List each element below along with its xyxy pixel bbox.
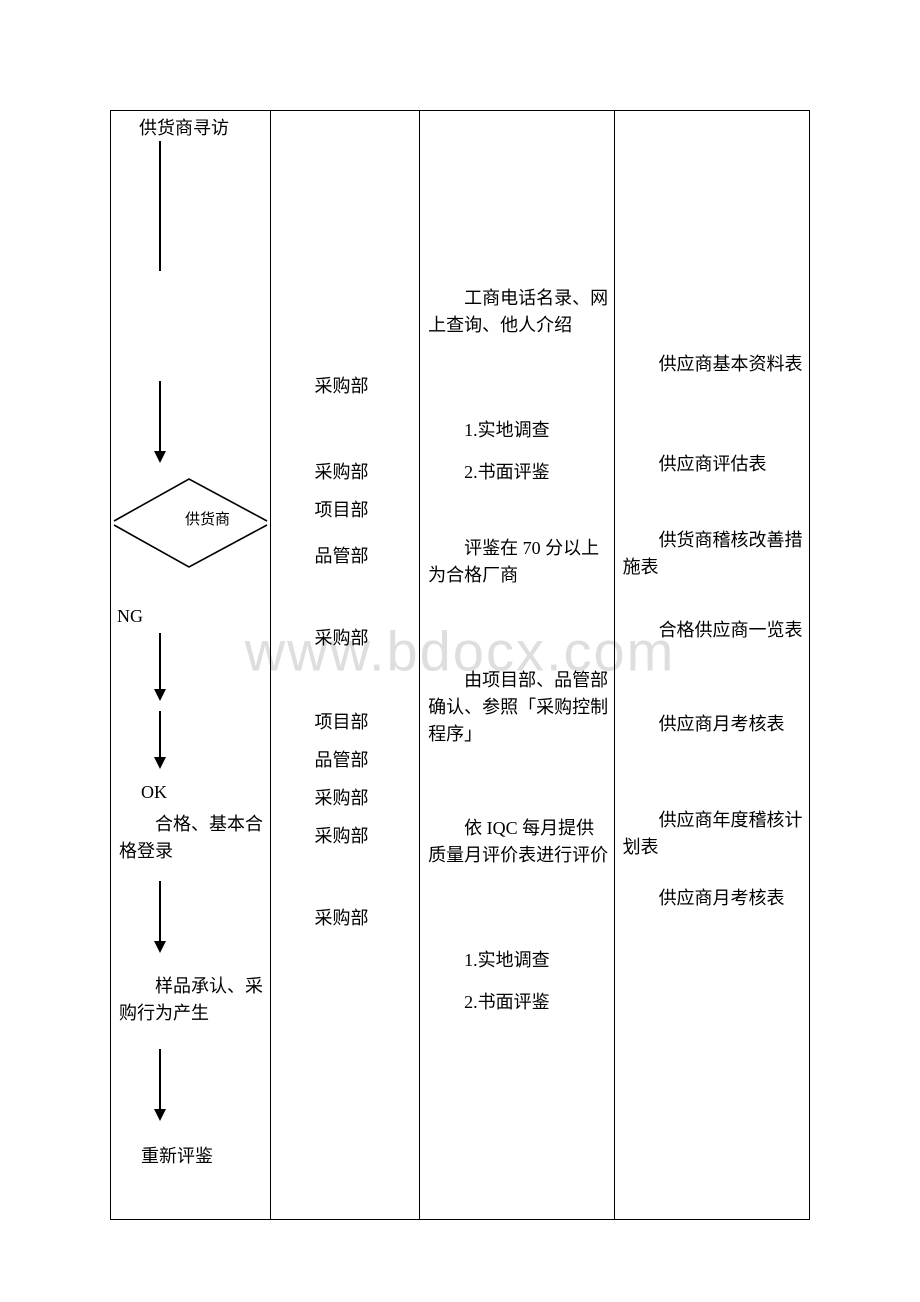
dept-2: 采购部 [279, 459, 369, 486]
form-2: 供应商评估表 [623, 451, 803, 478]
dept-7: 品管部 [279, 747, 369, 774]
diagram-table: 供货商寻访 供货商 NG OK 合格、基本合格登录 样品承认、采购行为产生 重 [110, 110, 810, 1220]
flow-line-4 [159, 881, 161, 943]
method-4: 由项目部、品管部确认、参照「采购控制程序」 [428, 667, 608, 748]
flow-line-2 [159, 381, 161, 453]
flow-line-3 [159, 711, 161, 759]
flow-ok-label: OK [141, 779, 167, 806]
method-3: 评鉴在 70 分以上为合格厂商 [428, 535, 608, 589]
form-4-text: 合格供应商一览表 [623, 617, 803, 644]
method-1-text: 工商电话名录、网上查询、他人介绍 [428, 285, 608, 339]
form-6-text: 供应商年度稽核计划表 [623, 807, 803, 861]
method-2b: 2.书面评鉴 [428, 459, 550, 486]
form-3-text: 供货商稽核改善措施表 [623, 527, 803, 581]
flow-line-5 [159, 1049, 161, 1111]
flow-register: 合格、基本合格登录 [119, 811, 265, 865]
form-4: 合格供应商一览表 [623, 617, 803, 644]
method-4-text: 由项目部、品管部确认、参照「采购控制程序」 [428, 667, 608, 748]
form-5: 供应商月考核表 [623, 711, 803, 738]
flow-line-1 [159, 141, 161, 271]
flow-reassess: 重新评鉴 [141, 1143, 213, 1170]
dept-3: 项目部 [279, 497, 369, 524]
method-column: 工商电话名录、网上查询、他人介绍 1.实地调查 2.书面评鉴 评鉴在 70 分以… [420, 111, 614, 1219]
flow-sample-text: 样品承认、采购行为产生 [119, 973, 265, 1027]
method-1: 工商电话名录、网上查询、他人介绍 [428, 285, 608, 339]
method-2a: 1.实地调查 [428, 417, 550, 444]
form-7: 供应商月考核表 [623, 885, 803, 912]
form-1-text: 供应商基本资料表 [623, 351, 803, 378]
form-3: 供货商稽核改善措施表 [623, 527, 803, 581]
method-6a: 1.实地调查 [428, 947, 550, 974]
flow-arrow-3 [154, 757, 166, 769]
dept-9: 采购部 [279, 823, 369, 850]
form-5-text: 供应商月考核表 [623, 711, 785, 738]
dept-1: 采购部 [279, 373, 369, 400]
method-6b: 2.书面评鉴 [428, 989, 550, 1016]
flow-column: 供货商寻访 供货商 NG OK 合格、基本合格登录 样品承认、采购行为产生 重 [111, 111, 271, 1219]
dept-6: 项目部 [279, 709, 369, 736]
method-3-text: 评鉴在 70 分以上为合格厂商 [428, 535, 608, 589]
form-1: 供应商基本资料表 [623, 351, 803, 378]
dept-10: 采购部 [279, 905, 369, 932]
method-5-text: 依 IQC 每月提供质量月评价表进行评价 [428, 815, 608, 869]
flow-arrow-5 [154, 1109, 166, 1121]
dept-8: 采购部 [279, 785, 369, 812]
flow-arrow-4 [154, 941, 166, 953]
flow-arrow-ng [154, 689, 166, 701]
form-column: 供应商基本资料表 供应商评估表 供货商稽核改善措施表 合格供应商一览表 供应商月… [615, 111, 809, 1219]
flow-sample: 样品承认、采购行为产生 [119, 973, 265, 1027]
flow-line-ng [159, 633, 161, 691]
dept-5: 采购部 [279, 625, 369, 652]
dept-column: 采购部 采购部 项目部 品管部 采购部 项目部 品管部 采购部 采购部 采购部 [271, 111, 421, 1219]
flow-arrow-2 [154, 451, 166, 463]
form-7-text: 供应商月考核表 [623, 885, 785, 912]
form-6: 供应商年度稽核计划表 [623, 807, 803, 861]
flow-decision-label: 供货商 [185, 509, 230, 532]
flow-ng-label: NG [117, 603, 143, 630]
flow-start: 供货商寻访 [139, 115, 229, 142]
flow-register-text: 合格、基本合格登录 [119, 811, 265, 865]
dept-4: 品管部 [279, 543, 369, 570]
form-2-text: 供应商评估表 [623, 451, 767, 478]
method-5: 依 IQC 每月提供质量月评价表进行评价 [428, 815, 608, 869]
